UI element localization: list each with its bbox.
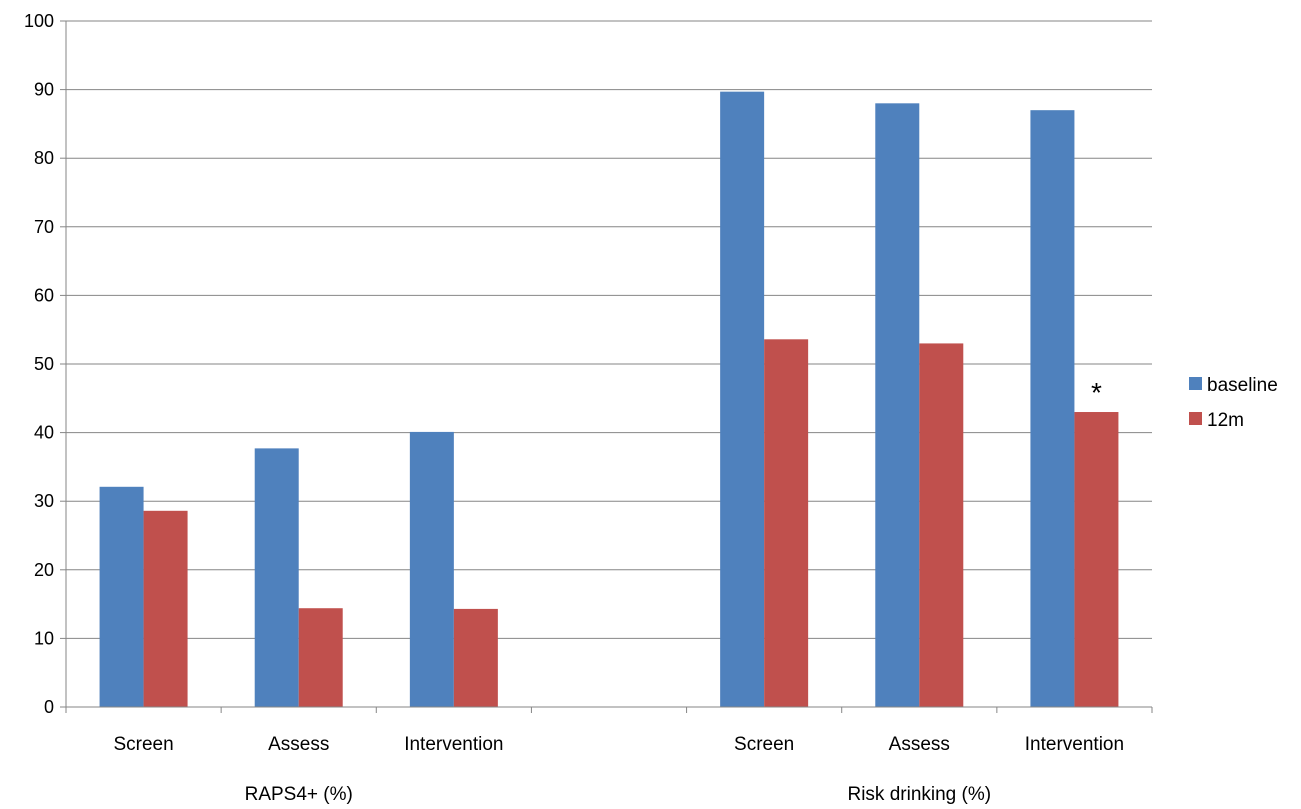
y-tick-label: 70 [34,217,54,237]
significance-marker: * [1091,377,1102,408]
x-category-label: Screen [734,734,794,755]
y-tick-label: 100 [24,11,54,31]
y-axis-ticks: 0 10 20 30 40 50 60 70 80 90 100 [24,11,66,717]
x-category-label: Intervention [1025,734,1124,755]
bar-12m-0-2 [453,608,498,707]
y-tick-label: 90 [34,80,54,100]
y-tick-label: 80 [34,148,54,168]
x-category-label: Screen [113,734,173,755]
x-axis-labels: Screen Assess Intervention RAPS4+ (%) Screen… [113,734,1124,805]
legend-label: baseline [1207,375,1278,396]
x-category-label: Assess [889,734,950,755]
legend: baseline 12m [1189,375,1278,431]
bar-baseline-0-2 [409,431,454,707]
x-category-label: Intervention [404,734,503,755]
axes [65,21,1153,713]
bar-baseline-1-1 [875,103,920,707]
bar-12m-1-1 [919,343,964,707]
bar-12m-0-0 [143,510,188,707]
annotations: * [1091,377,1102,408]
y-tick-label: 30 [34,491,54,511]
gridlines [66,20,1152,639]
y-tick-label: 50 [34,354,54,374]
y-tick-label: 20 [34,560,54,580]
bar-baseline-1-2 [1030,110,1075,708]
legend-label: 12m [1207,410,1244,431]
y-tick-label: 40 [34,423,54,443]
bar-12m-1-2 [1074,412,1119,707]
y-tick-label: 0 [44,697,54,717]
bars [99,91,1119,708]
bar-12m-0-1 [298,608,343,707]
legend-swatch [1189,412,1202,425]
bar-baseline-1-0 [720,91,765,707]
x-group-label: Risk drinking (%) [847,784,991,805]
legend-swatch [1189,377,1202,390]
bar-baseline-0-0 [99,486,144,707]
bar-baseline-0-1 [254,448,299,707]
bar-12m-1-0 [764,339,809,707]
x-category-label: Assess [268,734,329,755]
y-tick-label: 10 [34,628,54,648]
x-group-label: RAPS4+ (%) [245,784,353,805]
y-tick-label: 60 [34,285,54,305]
